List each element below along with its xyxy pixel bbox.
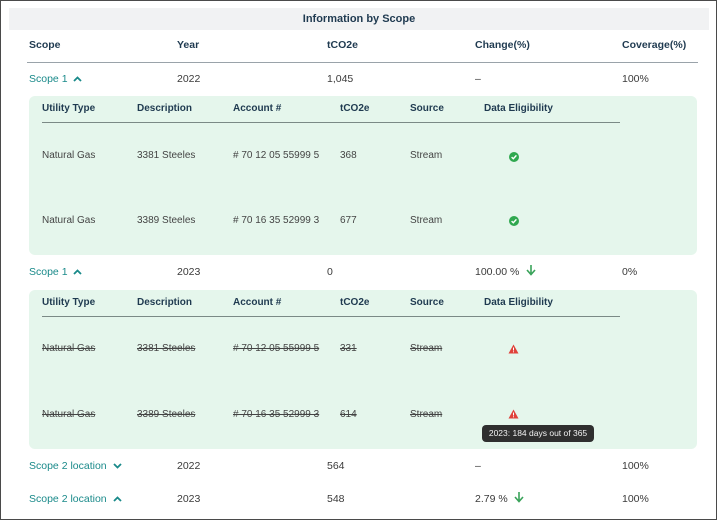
- eligibility-tooltip: 2023: 184 days out of 365: [482, 425, 594, 442]
- warning-triangle-icon[interactable]: [508, 344, 519, 354]
- chevron-up-icon: [73, 76, 83, 82]
- row-change: –: [475, 73, 481, 85]
- cell-source: Stream: [410, 215, 443, 226]
- column-header-year: Year: [177, 39, 200, 51]
- row-change: 2.79 %: [475, 493, 508, 505]
- column-header-coverage: Coverage(%): [622, 39, 687, 51]
- chevron-up-icon: [112, 496, 122, 502]
- scope-2-location-2023-toggle[interactable]: Scope 2 location: [29, 493, 122, 505]
- sub-header-divider: [42, 316, 620, 317]
- sub-header-source: Source: [410, 103, 444, 114]
- sub-header-data-eligibility: Data Eligibility: [484, 297, 553, 308]
- cell-source: Stream: [410, 150, 443, 161]
- scope-1-2022-toggle[interactable]: Scope 1: [29, 73, 83, 85]
- chevron-up-icon: [73, 269, 83, 275]
- cell-source: Stream: [410, 343, 443, 354]
- row-coverage: 100%: [622, 493, 649, 505]
- cell-description: 3389 Steeles: [137, 409, 196, 420]
- row-coverage: 0%: [622, 266, 638, 278]
- warning-triangle-icon[interactable]: [508, 409, 519, 419]
- row-tco2e: 1,045: [327, 73, 354, 85]
- sub-header-utility-type: Utility Type: [42, 297, 96, 308]
- cell-utility-type: Natural Gas: [42, 343, 96, 354]
- row-change: –: [475, 460, 481, 472]
- row-coverage: 100%: [622, 460, 649, 472]
- row-year: 2023: [177, 493, 201, 505]
- sub-header-description: Description: [137, 103, 193, 114]
- cell-description: 3381 Steeles: [137, 343, 196, 354]
- cell-tco2e: 677: [340, 215, 357, 226]
- cell-description: 3389 Steeles: [137, 215, 196, 226]
- cell-tco2e: 331: [340, 343, 357, 354]
- row-tco2e: 548: [327, 493, 345, 505]
- header-divider: [27, 62, 698, 63]
- check-circle-icon: [509, 216, 519, 226]
- scope-label: Scope 2 location: [29, 493, 107, 505]
- cell-tco2e: 614: [340, 409, 357, 420]
- cell-tco2e: 368: [340, 150, 357, 161]
- sub-header-divider: [42, 122, 620, 123]
- sub-header-data-eligibility: Data Eligibility: [484, 103, 553, 114]
- scope-1-2023-detail-panel: Utility Type Description Account # tCO2e…: [29, 290, 697, 449]
- check-circle-icon: [509, 152, 519, 162]
- sub-header-tco2e: tCO2e: [340, 103, 370, 114]
- column-header-change: Change(%): [475, 39, 530, 51]
- row-tco2e: 0: [327, 266, 333, 278]
- cell-utility-type: Natural Gas: [42, 215, 96, 226]
- sub-header-description: Description: [137, 297, 193, 308]
- row-tco2e: 564: [327, 460, 345, 472]
- cell-account: # 70 12 05 55999 5: [233, 343, 320, 354]
- cell-account: # 70 16 35 52999 3: [233, 409, 320, 420]
- cell-account: # 70 16 35 52999 3: [233, 215, 320, 226]
- cell-account: # 70 12 05 55999 5: [233, 150, 320, 161]
- scope-1-2023-toggle[interactable]: Scope 1: [29, 266, 83, 278]
- scope-label: Scope 2 location: [29, 460, 107, 472]
- column-header-tco2e: tCO2e: [327, 39, 358, 51]
- card-title: Information by Scope: [9, 8, 709, 30]
- sub-header-account: Account #: [233, 297, 282, 308]
- row-year: 2022: [177, 73, 201, 85]
- scope-2-location-2022-toggle[interactable]: Scope 2 location: [29, 460, 122, 472]
- row-coverage: 100%: [622, 73, 649, 85]
- row-change: 100.00 %: [475, 266, 520, 278]
- arrow-down-icon: [514, 492, 524, 503]
- chevron-down-icon: [112, 463, 122, 469]
- cell-source: Stream: [410, 409, 443, 420]
- sub-header-source: Source: [410, 297, 444, 308]
- scope-label: Scope 1: [29, 73, 68, 85]
- sub-header-account: Account #: [233, 103, 282, 114]
- cell-utility-type: Natural Gas: [42, 150, 96, 161]
- arrow-down-icon: [526, 265, 536, 276]
- scope-label: Scope 1: [29, 266, 68, 278]
- cell-description: 3381 Steeles: [137, 150, 196, 161]
- column-header-scope: Scope: [29, 39, 61, 51]
- sub-header-tco2e: tCO2e: [340, 297, 370, 308]
- cell-utility-type: Natural Gas: [42, 409, 96, 420]
- row-year: 2022: [177, 460, 201, 472]
- row-year: 2023: [177, 266, 201, 278]
- sub-header-utility-type: Utility Type: [42, 103, 96, 114]
- scope-1-2022-detail-panel: Utility Type Description Account # tCO2e…: [29, 96, 697, 255]
